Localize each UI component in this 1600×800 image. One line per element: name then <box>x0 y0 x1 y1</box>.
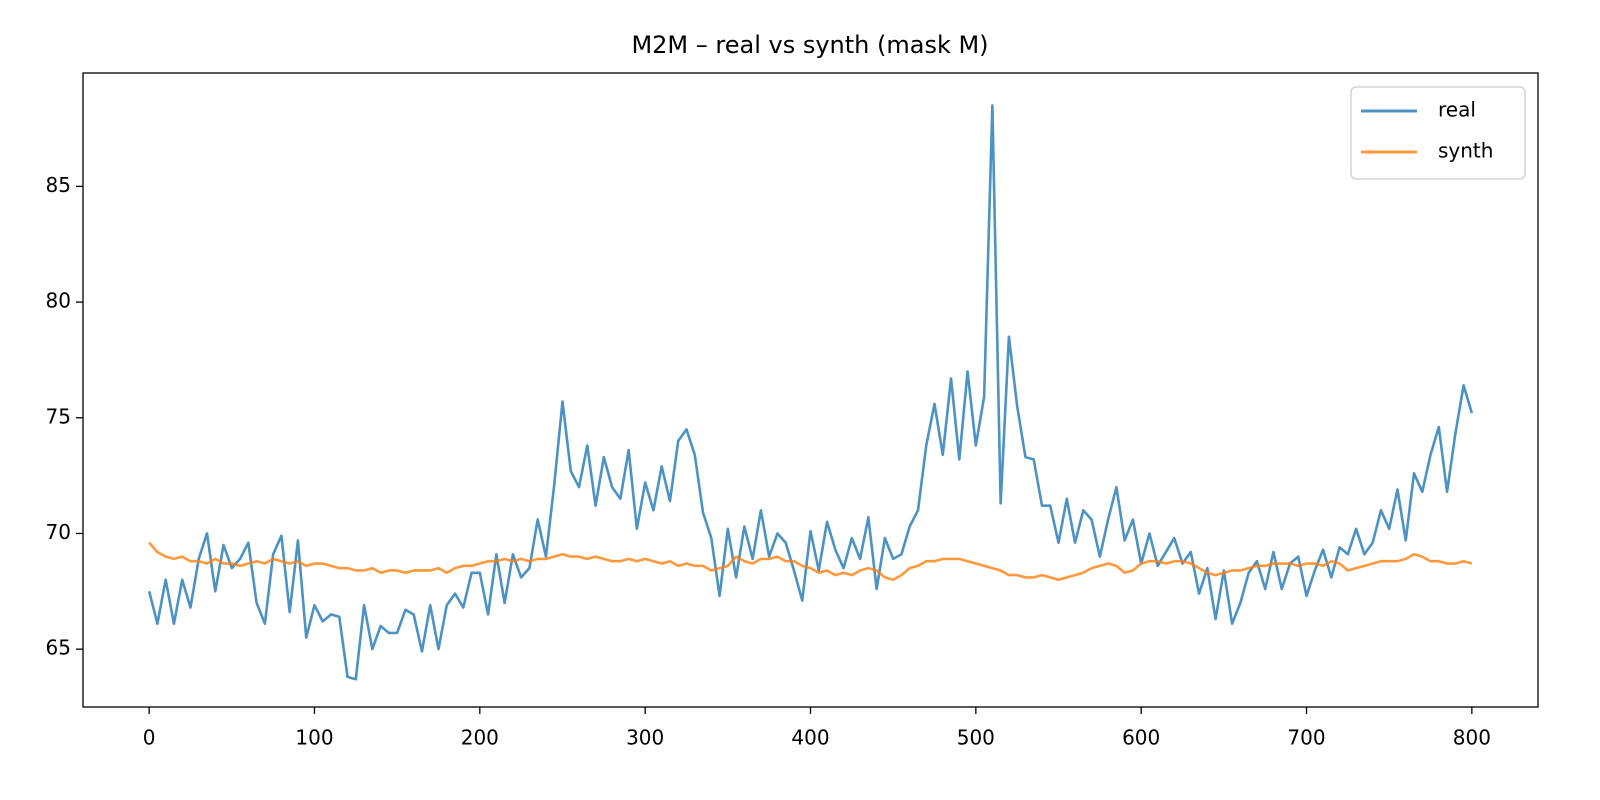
series-line <box>148 541 1473 582</box>
y-tick-label: 80 <box>46 289 71 313</box>
series-line <box>147 104 1474 681</box>
x-tick-label: 400 <box>791 726 829 750</box>
x-tick-label: 600 <box>1122 726 1160 750</box>
legend-label: real <box>1438 98 1476 122</box>
y-tick-label: 75 <box>46 404 71 428</box>
x-tick-label: 500 <box>957 726 995 750</box>
y-tick-label: 85 <box>46 173 71 197</box>
legend-label: synth <box>1438 139 1493 163</box>
y-tick-label: 65 <box>46 636 71 660</box>
plot-frame <box>82 72 1539 708</box>
y-tick-label: 70 <box>46 520 71 544</box>
x-tick-label: 800 <box>1453 726 1491 750</box>
x-tick-label: 100 <box>295 726 333 750</box>
x-tick-label: 200 <box>461 726 499 750</box>
x-tick-label: 700 <box>1287 726 1325 750</box>
x-tick-label: 0 <box>143 726 156 750</box>
x-tick-label: 300 <box>626 726 664 750</box>
chart-title: M2M – real vs synth (mask M) <box>631 31 988 59</box>
